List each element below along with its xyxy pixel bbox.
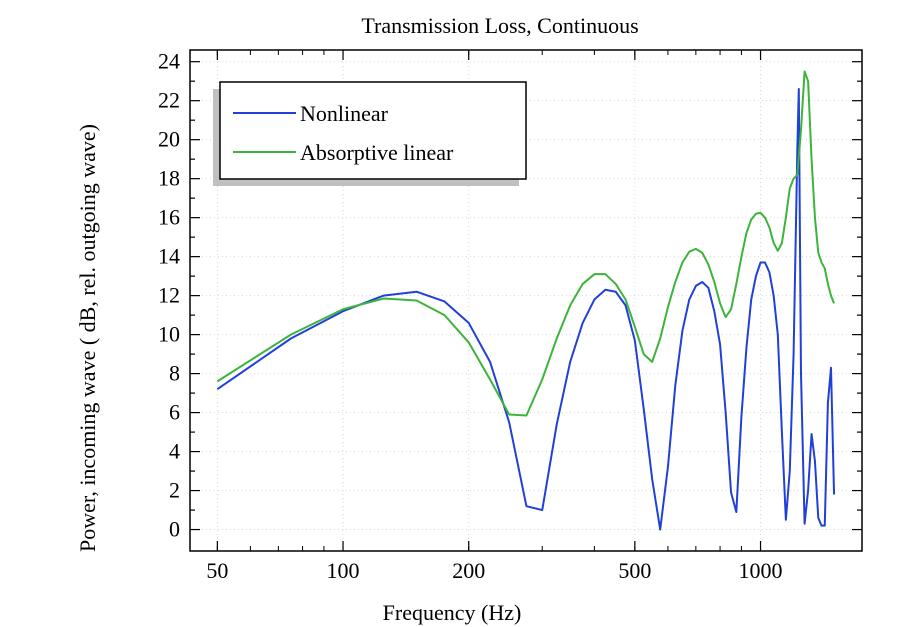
- y-tick-label: 24: [158, 49, 180, 74]
- y-tick-label: 6: [169, 400, 180, 425]
- y-tick-label: 2: [169, 478, 180, 503]
- y-tick-label: 18: [158, 166, 180, 191]
- x-axis-label: Frequency (Hz): [383, 600, 522, 625]
- axis-ticks: [190, 50, 862, 551]
- series-lines: [216, 70, 836, 531]
- y-tick-label: 0: [169, 517, 180, 542]
- y-tick-label: 16: [158, 205, 180, 230]
- y-tick-label: 12: [158, 283, 180, 308]
- y-tick-label: 10: [158, 322, 180, 347]
- y-tick-label: 22: [158, 88, 180, 113]
- x-tick-label: 100: [327, 558, 360, 583]
- y-tick-label: 14: [158, 244, 180, 269]
- legend-label-nonlinear: Nonlinear: [300, 101, 389, 126]
- series-line-nonlinear: [216, 87, 836, 531]
- y-tick-label: 20: [158, 127, 180, 152]
- legend-box: [219, 81, 527, 180]
- series-line-absorptive-linear: [216, 70, 835, 417]
- x-tick-label: 1000: [739, 558, 783, 583]
- y-tick-label: 8: [169, 361, 180, 386]
- chart-title: Transmission Loss, Continuous: [361, 13, 638, 38]
- y-tick-label: 4: [169, 439, 180, 464]
- legend: Nonlinear Absorptive linear: [213, 81, 527, 186]
- x-tick-label: 50: [206, 558, 228, 583]
- x-tick-label: 500: [618, 558, 651, 583]
- legend-label-absorptive-linear: Absorptive linear: [300, 140, 454, 165]
- y-axis-label: Power, incoming wave ( dB, rel. outgoing…: [75, 124, 100, 552]
- x-tick-label: 200: [452, 558, 485, 583]
